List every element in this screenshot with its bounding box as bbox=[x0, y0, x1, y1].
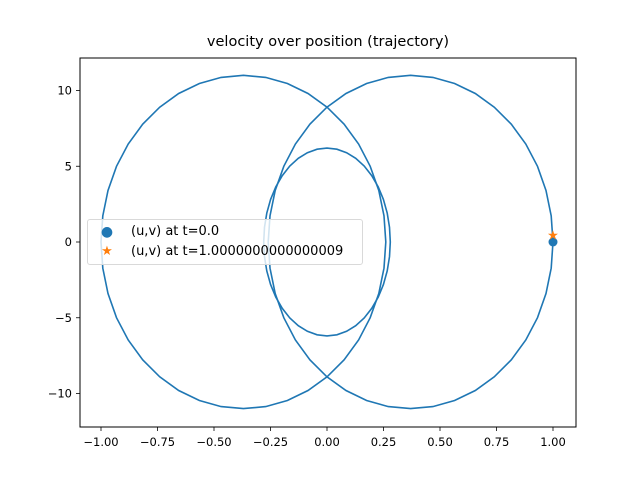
x-tick-label: −0.50 bbox=[196, 435, 231, 449]
x-tick-label: 0.75 bbox=[484, 435, 510, 449]
x-tick-label: 0.00 bbox=[314, 435, 340, 449]
circle-marker-icon: ● bbox=[100, 224, 114, 240]
x-tick-label: −0.25 bbox=[253, 435, 288, 449]
x-tick-label: −0.75 bbox=[140, 435, 175, 449]
y-tick-label: 5 bbox=[65, 159, 72, 173]
end-point-star-marker: ★ bbox=[547, 228, 559, 243]
y-tick-label: −5 bbox=[55, 311, 72, 325]
chart-title: velocity over position (trajectory) bbox=[206, 34, 450, 50]
axes-frame bbox=[79, 57, 577, 428]
start-point-marker bbox=[548, 237, 558, 247]
markers: ★ bbox=[547, 228, 559, 247]
legend: ● (u,v) at t=0.0 ★ (u,v) at t=1.00000000… bbox=[87, 219, 363, 265]
legend-label: (u,v) at t=1.0000000000000009 bbox=[131, 244, 344, 259]
x-axis: −1.00 −0.75 −0.50 −0.25 0.00 0.25 0.50 0.75 1.00 bbox=[83, 427, 566, 449]
star-marker-icon: ★ bbox=[101, 244, 113, 259]
x-tick-label: −1.00 bbox=[83, 435, 118, 449]
legend-label: (u,v) at t=0.0 bbox=[131, 224, 220, 239]
y-tick-label: −10 bbox=[48, 387, 72, 401]
x-tick-label: 0.50 bbox=[427, 435, 453, 449]
y-axis: 10 5 0 −5 −10 bbox=[48, 84, 80, 401]
y-tick-label: 10 bbox=[57, 84, 72, 98]
x-tick-label: 1.00 bbox=[540, 435, 566, 449]
x-tick-label: 0.25 bbox=[371, 435, 397, 449]
y-tick-label: 0 bbox=[65, 235, 72, 249]
